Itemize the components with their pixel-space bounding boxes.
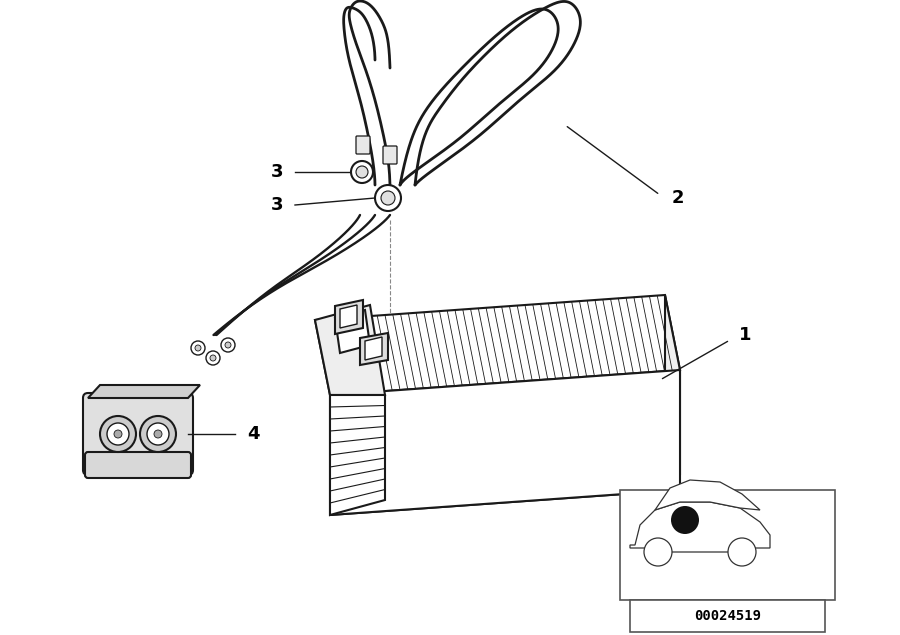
Text: 3: 3 (271, 163, 284, 181)
Circle shape (351, 161, 373, 183)
Polygon shape (330, 490, 680, 515)
Circle shape (375, 185, 401, 211)
Circle shape (107, 423, 129, 445)
Text: 2: 2 (671, 189, 684, 207)
Bar (620, 490, 835, 600)
Text: 3: 3 (271, 196, 284, 214)
Circle shape (147, 423, 169, 445)
Circle shape (728, 538, 756, 566)
FancyBboxPatch shape (83, 393, 193, 475)
Bar (630, 600, 825, 632)
Polygon shape (330, 370, 680, 515)
Circle shape (100, 416, 136, 452)
Circle shape (154, 430, 162, 438)
Polygon shape (88, 385, 200, 398)
Circle shape (225, 342, 231, 348)
Polygon shape (340, 305, 357, 328)
Polygon shape (335, 300, 363, 334)
Polygon shape (315, 305, 385, 395)
Polygon shape (330, 395, 385, 515)
Circle shape (221, 338, 235, 352)
Circle shape (191, 341, 205, 355)
Polygon shape (665, 295, 680, 475)
Polygon shape (360, 333, 388, 365)
Circle shape (195, 345, 201, 351)
Circle shape (356, 166, 368, 178)
Polygon shape (315, 295, 680, 395)
Circle shape (140, 416, 176, 452)
Polygon shape (630, 502, 770, 552)
Text: 1: 1 (739, 326, 752, 344)
FancyBboxPatch shape (85, 452, 191, 478)
Circle shape (210, 355, 216, 361)
Circle shape (206, 351, 220, 365)
Circle shape (381, 191, 395, 205)
FancyBboxPatch shape (383, 146, 397, 164)
FancyBboxPatch shape (356, 136, 370, 154)
Circle shape (671, 506, 699, 534)
Polygon shape (655, 480, 760, 510)
Polygon shape (335, 310, 370, 353)
Polygon shape (365, 337, 382, 360)
Text: 4: 4 (247, 425, 259, 443)
Circle shape (644, 538, 672, 566)
Text: 00024519: 00024519 (694, 609, 761, 623)
Circle shape (114, 430, 122, 438)
